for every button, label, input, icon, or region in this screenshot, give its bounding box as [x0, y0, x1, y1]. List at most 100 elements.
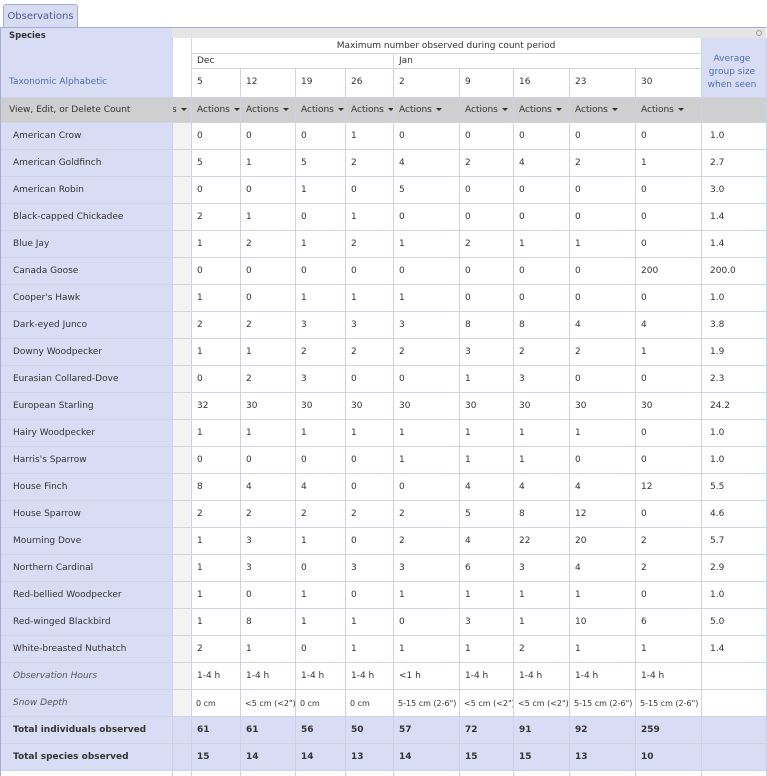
count-cell[interactable]: 2 [197, 320, 203, 330]
count-cell[interactable]: 0 [246, 185, 252, 195]
count-cell[interactable]: 0 [301, 644, 307, 654]
count-cell[interactable]: 0 [641, 293, 647, 303]
count-cell[interactable]: 2 [301, 509, 307, 519]
count-cell[interactable]: 1 [246, 644, 252, 654]
count-cell[interactable]: 6 [465, 563, 471, 573]
count-cell[interactable]: 0 [465, 131, 471, 141]
count-cell[interactable]: 0 [399, 212, 405, 222]
count-cell[interactable]: 0 [575, 266, 581, 276]
count-cell[interactable]: 0 [399, 266, 405, 276]
actions-dropdown-9[interactable]: Actions [635, 97, 701, 123]
count-cell[interactable]: 2 [519, 347, 525, 357]
count-cell[interactable]: 0 [246, 293, 252, 303]
count-cell[interactable]: 1 [641, 158, 647, 168]
actions-dropdown-4[interactable]: Actions [345, 97, 393, 123]
count-cell[interactable]: 32 [197, 401, 209, 411]
taxonomic-alphabetic-link[interactable]: Taxonomic Alphabetic [9, 77, 108, 87]
count-cell[interactable]: 0 [301, 455, 307, 465]
count-cell[interactable]: 1 [399, 590, 405, 600]
count-cell[interactable]: 2 [301, 347, 307, 357]
count-cell[interactable]: 1 [399, 455, 405, 465]
count-cell[interactable]: 3 [351, 563, 357, 573]
count-cell[interactable]: 1 [246, 428, 252, 438]
count-cell[interactable]: 22 [519, 536, 531, 546]
count-cell[interactable]: 1 [246, 158, 252, 168]
count-cell[interactable]: 0 [641, 239, 647, 249]
count-cell[interactable]: 2 [197, 212, 203, 222]
count-cell[interactable]: 0 [519, 266, 525, 276]
count-cell[interactable]: 2 [641, 563, 647, 573]
count-cell[interactable]: 4 [641, 320, 647, 330]
count-cell[interactable]: 0 [351, 590, 357, 600]
count-cell[interactable]: 1 [351, 644, 357, 654]
count-cell[interactable]: 1 [519, 590, 525, 600]
count-cell[interactable]: 1 [246, 212, 252, 222]
count-cell[interactable]: 1 [301, 617, 307, 627]
count-cell[interactable]: 0 [197, 131, 203, 141]
count-cell[interactable]: 8 [246, 617, 252, 627]
count-cell[interactable]: 1 [641, 347, 647, 357]
count-cell[interactable]: 4 [399, 158, 405, 168]
count-cell[interactable]: 0 [301, 563, 307, 573]
count-cell[interactable]: 0 [465, 212, 471, 222]
count-cell[interactable]: 2 [465, 158, 471, 168]
count-cell[interactable]: 0 [351, 536, 357, 546]
count-cell[interactable]: 3 [465, 347, 471, 357]
count-cell[interactable]: 4 [575, 482, 581, 492]
count-cell[interactable]: 1 [246, 347, 252, 357]
count-cell[interactable]: 1 [575, 644, 581, 654]
count-cell[interactable]: 1 [197, 590, 203, 600]
count-cell[interactable]: 3 [246, 536, 252, 546]
count-cell[interactable]: 1 [197, 293, 203, 303]
count-cell[interactable]: 1 [399, 428, 405, 438]
count-cell[interactable]: 3 [301, 374, 307, 384]
count-cell[interactable]: 0 [246, 590, 252, 600]
count-cell[interactable]: 30 [246, 401, 258, 411]
count-cell[interactable]: 8 [197, 482, 203, 492]
horizontal-scrollbar-track[interactable] [172, 28, 766, 38]
count-cell[interactable]: 2 [641, 536, 647, 546]
count-cell[interactable]: 30 [465, 401, 477, 411]
tab-observations[interactable]: Observations [3, 4, 78, 28]
count-cell[interactable]: 0 [301, 212, 307, 222]
actions-dropdown-5[interactable]: Actions [393, 97, 459, 123]
count-cell[interactable]: 10 [575, 617, 587, 627]
count-cell[interactable]: 1 [301, 185, 307, 195]
count-cell[interactable]: 0 [246, 131, 252, 141]
count-cell[interactable]: 0 [399, 374, 405, 384]
count-cell[interactable]: 3 [465, 617, 471, 627]
count-cell[interactable]: 2 [399, 536, 405, 546]
count-cell[interactable]: 3 [519, 374, 525, 384]
count-cell[interactable]: 1 [301, 590, 307, 600]
actions-dropdown-8[interactable]: Actions [569, 97, 635, 123]
count-cell[interactable]: 0 [399, 131, 405, 141]
count-cell[interactable]: 2 [246, 239, 252, 249]
count-cell[interactable]: 2 [465, 239, 471, 249]
count-cell[interactable]: 4 [465, 536, 471, 546]
count-cell[interactable]: 0 [197, 266, 203, 276]
count-cell[interactable]: 0 [465, 185, 471, 195]
count-cell[interactable]: 0 [519, 212, 525, 222]
count-cell[interactable]: 1 [465, 455, 471, 465]
count-cell[interactable]: 0 [246, 455, 252, 465]
count-cell[interactable]: 0 [641, 455, 647, 465]
scroll-right-icon[interactable] [756, 30, 762, 36]
count-cell[interactable]: 1 [197, 428, 203, 438]
actions-dropdown-1[interactable]: Actions [191, 97, 240, 123]
count-cell[interactable]: 2 [246, 320, 252, 330]
count-cell[interactable]: 1 [465, 644, 471, 654]
count-cell[interactable]: 0 [575, 374, 581, 384]
count-cell[interactable]: 1 [351, 212, 357, 222]
count-cell[interactable]: 1 [351, 293, 357, 303]
count-cell[interactable]: 200 [641, 266, 659, 276]
count-cell[interactable]: 4 [519, 158, 525, 168]
count-cell[interactable]: 1 [399, 644, 405, 654]
count-cell[interactable]: 0 [399, 617, 405, 627]
count-cell[interactable]: 0 [641, 509, 647, 519]
count-cell[interactable]: 30 [641, 401, 653, 411]
count-cell[interactable]: 3 [351, 320, 357, 330]
count-cell[interactable]: 5 [465, 509, 471, 519]
count-cell[interactable]: 2 [351, 158, 357, 168]
count-cell[interactable]: 3 [399, 563, 405, 573]
count-cell[interactable]: 2 [351, 509, 357, 519]
